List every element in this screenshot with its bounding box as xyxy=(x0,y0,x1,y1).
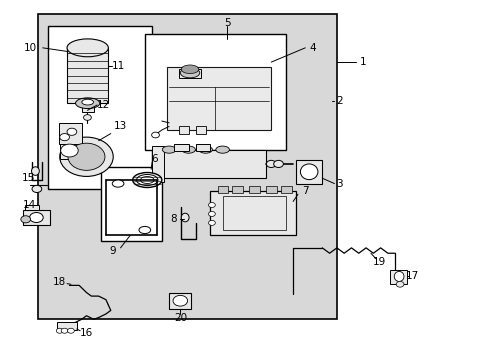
Text: 15: 15 xyxy=(22,173,35,183)
Ellipse shape xyxy=(208,220,215,225)
Ellipse shape xyxy=(112,180,123,187)
Text: 9: 9 xyxy=(109,247,115,256)
Text: 4: 4 xyxy=(308,43,315,53)
Ellipse shape xyxy=(32,185,41,193)
Bar xyxy=(266,186,277,193)
Text: 20: 20 xyxy=(173,312,186,323)
Text: 7: 7 xyxy=(302,186,308,196)
Bar xyxy=(179,126,188,134)
Ellipse shape xyxy=(136,175,158,185)
Bar xyxy=(166,67,271,130)
Ellipse shape xyxy=(180,68,200,78)
Ellipse shape xyxy=(81,99,93,105)
Ellipse shape xyxy=(132,172,162,188)
Text: 19: 19 xyxy=(372,257,386,267)
Ellipse shape xyxy=(61,328,68,333)
Ellipse shape xyxy=(173,296,187,306)
Bar xyxy=(59,123,82,144)
Bar xyxy=(47,26,152,189)
Bar xyxy=(295,160,322,184)
Text: 8: 8 xyxy=(170,214,177,224)
Text: 6: 6 xyxy=(151,154,158,163)
Bar xyxy=(144,33,285,150)
Ellipse shape xyxy=(60,137,113,176)
Ellipse shape xyxy=(67,128,77,135)
Bar xyxy=(281,186,291,193)
Bar xyxy=(389,270,407,284)
Bar xyxy=(152,146,164,182)
Bar xyxy=(232,186,243,193)
Text: 12: 12 xyxy=(97,100,110,110)
Text: 13: 13 xyxy=(114,121,127,131)
Ellipse shape xyxy=(300,164,317,180)
Ellipse shape xyxy=(182,146,195,153)
Ellipse shape xyxy=(162,146,176,153)
Bar xyxy=(210,191,295,235)
Ellipse shape xyxy=(68,143,105,170)
Bar xyxy=(101,167,162,241)
Ellipse shape xyxy=(56,328,63,333)
Bar xyxy=(217,186,228,193)
Bar xyxy=(196,144,210,152)
Ellipse shape xyxy=(61,144,78,157)
Ellipse shape xyxy=(395,282,403,287)
Text: 1: 1 xyxy=(360,57,366,67)
Bar xyxy=(169,293,191,309)
Ellipse shape xyxy=(199,146,212,153)
Bar xyxy=(222,196,285,230)
Ellipse shape xyxy=(30,212,43,222)
Ellipse shape xyxy=(273,160,283,167)
Bar xyxy=(23,210,50,225)
Bar xyxy=(25,205,39,210)
Bar xyxy=(60,143,79,158)
Ellipse shape xyxy=(67,328,74,333)
Ellipse shape xyxy=(151,132,159,138)
Ellipse shape xyxy=(181,65,199,73)
Bar xyxy=(179,69,201,78)
Ellipse shape xyxy=(215,146,229,153)
Text: 5: 5 xyxy=(224,18,230,28)
Ellipse shape xyxy=(67,39,108,57)
Ellipse shape xyxy=(75,98,100,109)
Bar xyxy=(57,322,77,330)
Text: 16: 16 xyxy=(80,328,93,338)
Bar xyxy=(174,144,188,152)
Ellipse shape xyxy=(60,134,69,141)
Bar xyxy=(38,14,336,319)
Text: 10: 10 xyxy=(24,43,37,53)
Ellipse shape xyxy=(31,167,39,175)
Bar xyxy=(196,126,205,134)
Bar xyxy=(249,186,260,193)
Ellipse shape xyxy=(393,271,403,282)
Bar xyxy=(154,150,266,178)
Text: 14: 14 xyxy=(23,200,36,210)
Ellipse shape xyxy=(181,213,189,222)
Text: 2: 2 xyxy=(335,96,342,107)
Ellipse shape xyxy=(140,176,154,184)
Text: 3: 3 xyxy=(335,179,342,189)
Text: 18: 18 xyxy=(53,277,66,287)
Ellipse shape xyxy=(21,216,30,223)
Ellipse shape xyxy=(266,160,276,167)
Bar xyxy=(81,102,94,112)
Ellipse shape xyxy=(139,226,150,234)
Ellipse shape xyxy=(83,114,91,120)
Ellipse shape xyxy=(208,203,215,207)
Text: 11: 11 xyxy=(111,61,124,71)
Bar xyxy=(67,48,108,103)
Text: 17: 17 xyxy=(405,271,418,282)
Ellipse shape xyxy=(208,211,215,216)
